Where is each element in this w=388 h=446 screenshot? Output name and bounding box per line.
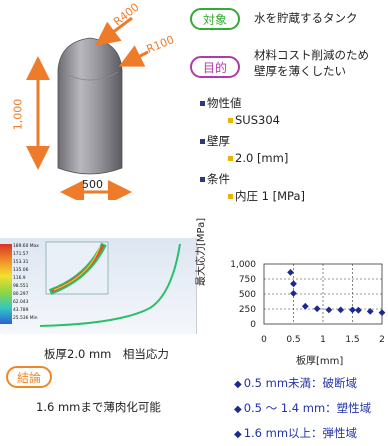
prop-heading-material: 物性値 [200,96,242,111]
chart-grid [263,263,383,325]
contour-legend-value: 25.536 Min [13,316,38,321]
chart-y-label: 最大応力[MPa] [196,217,207,286]
region-plastic: ◆ 0.5 ～ 1.4 mm：塑性域 [234,401,372,415]
chart-point [325,306,333,314]
chart-point [366,308,374,315]
conclusion-badge: 結論 [6,366,52,388]
chart-point [290,280,297,288]
tank-dome-line [61,71,119,81]
simulation-caption: 板厚2.0 mm 相当応力 [44,347,169,361]
contour-legend: 189.60 Max 171.57 153.31 135.06 116.9 98.551 8… [13,243,39,323]
simulation-view: 189.60 Max 171.57 153.31 135.06 116.9 98.551 8… [0,238,197,334]
chart-y-tick-label: 750 [239,275,256,285]
chart-x-tick-label: 0 [261,335,267,345]
chart-x-ticks: 0 0.5 1 1.5 2 [261,335,385,345]
chart-point [290,290,297,297]
chart-point [301,302,309,310]
chart-point [313,305,321,313]
chart-x-label: 板厚[mm] [296,356,344,367]
contour-legend-value: 153.31 [13,260,29,265]
chart-point [349,306,356,314]
prop-value-thickness: 2.0 [mm] [228,151,288,166]
contour-color-bar [0,244,12,324]
contour-legend-value: 116.9 [13,276,26,281]
chart-point [287,269,294,276]
chart-y-tick-label: 0 [250,320,256,330]
region-fracture: ◆ 0.5 mm未満：破断域 [234,376,358,390]
stress-contour [39,241,181,327]
chart-x-tick-label: 1 [320,335,326,345]
tank-diagram [26,16,149,200]
contour-legend-value: 135.06 [13,268,29,273]
chart-x-tick-label: 0.5 [286,335,300,345]
contour-legend-value: 98.551 [13,284,29,289]
purpose-line2: 壁厚を薄くしたい [254,64,346,78]
chart-y-tick-label: 500 [239,290,256,300]
target-text: 水を貯蔵するタンク [254,11,358,25]
purpose-line1: 材料コスト削減のため [254,48,369,62]
tank-body [57,37,123,175]
target-badge: 対象 [190,8,240,30]
chart-point [355,306,362,314]
height-label: 1,000 [11,98,25,131]
contour-legend-value: 171.57 [13,252,29,257]
prop-heading-condition: 条件 [200,172,230,187]
r400-arrow [95,16,133,46]
chart-y-tick-label: 1,000 [230,260,256,270]
prop-value-material: SUS304 [228,113,280,128]
width-label: 500 [82,178,103,191]
chart-y-tick-label: 250 [239,305,256,315]
contour-legend-value: 80.297 [13,292,29,297]
contour-legend-value: 43.789 [13,308,29,313]
purpose-badge: 目的 [190,56,240,78]
region-elastic: ◆ 1.6 mm以上：弾性域 [234,426,358,440]
chart-y-ticks: 0 250 500 750 1,000 [230,260,256,330]
chart-point [378,309,386,316]
chart-x-tick-label: 1.5 [345,335,359,345]
contour-legend-value: 62.043 [13,300,29,305]
chart-x-tick-label: 2 [379,335,385,345]
contour-legend-value: 189.60 Max [13,244,39,249]
prop-value-condition: 内圧 1 [MPa] [228,189,305,204]
prop-heading-thickness: 壁厚 [200,134,230,149]
r100-arrow [118,45,149,67]
chart-point [337,306,345,314]
stress-chart: 0 250 500 750 1,000 0 0.5 1 1.5 2 [230,260,386,345]
chart-points [287,269,386,316]
conclusion-text: 1.6 mmまで薄肉化可能 [36,400,161,414]
